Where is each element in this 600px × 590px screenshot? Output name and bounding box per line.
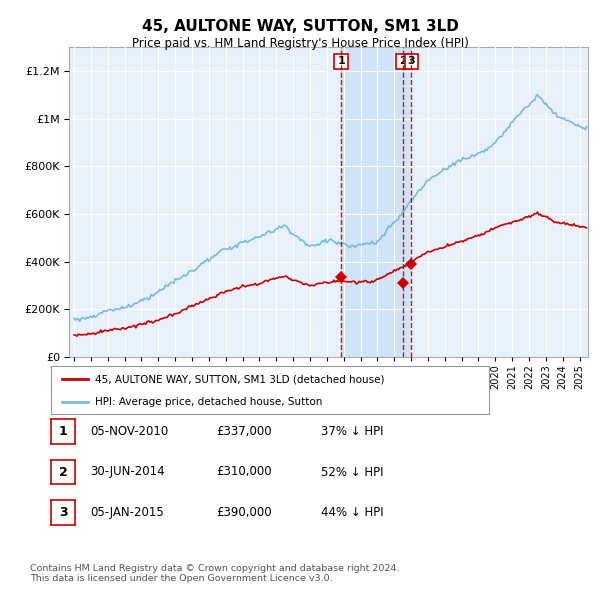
Text: 05-NOV-2010: 05-NOV-2010 — [90, 425, 168, 438]
Bar — [341, 47, 412, 357]
Text: £337,000: £337,000 — [216, 425, 272, 438]
Text: 1: 1 — [59, 425, 67, 438]
Text: Price paid vs. HM Land Registry's House Price Index (HPI): Price paid vs. HM Land Registry's House … — [131, 37, 469, 50]
Text: 3: 3 — [407, 57, 415, 67]
Text: HPI: Average price, detached house, Sutton: HPI: Average price, detached house, Sutt… — [95, 397, 322, 407]
Text: 37% ↓ HPI: 37% ↓ HPI — [321, 425, 383, 438]
Text: 30-JUN-2014: 30-JUN-2014 — [90, 466, 164, 478]
Text: 52% ↓ HPI: 52% ↓ HPI — [321, 466, 383, 478]
Text: 1: 1 — [337, 57, 345, 67]
Text: 45, AULTONE WAY, SUTTON, SM1 3LD: 45, AULTONE WAY, SUTTON, SM1 3LD — [142, 19, 458, 34]
Text: 3: 3 — [59, 506, 67, 519]
Text: £390,000: £390,000 — [216, 506, 272, 519]
Text: £310,000: £310,000 — [216, 466, 272, 478]
Text: 05-JAN-2015: 05-JAN-2015 — [90, 506, 164, 519]
Text: Contains HM Land Registry data © Crown copyright and database right 2024.
This d: Contains HM Land Registry data © Crown c… — [30, 563, 400, 583]
Text: 2: 2 — [399, 57, 407, 67]
Text: 44% ↓ HPI: 44% ↓ HPI — [321, 506, 383, 519]
Text: 2: 2 — [59, 466, 67, 478]
Text: 45, AULTONE WAY, SUTTON, SM1 3LD (detached house): 45, AULTONE WAY, SUTTON, SM1 3LD (detach… — [95, 374, 385, 384]
